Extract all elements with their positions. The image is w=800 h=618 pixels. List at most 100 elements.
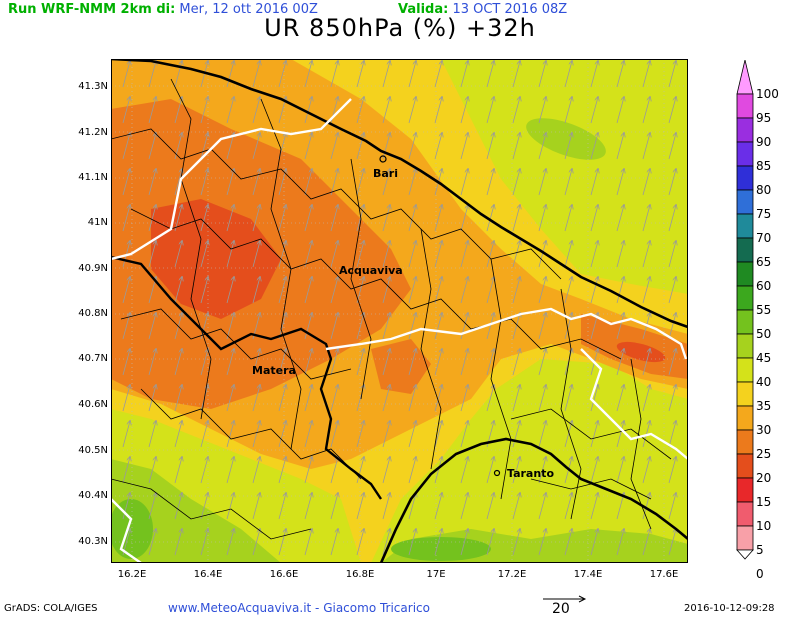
wind-arrow [330, 421, 338, 448]
wind-arrow [538, 169, 546, 196]
wind-arrow [330, 349, 338, 376]
valid-label: Valida: [398, 2, 449, 17]
wind-arrow [642, 61, 650, 88]
lat-label-40.5: 40.5N [78, 445, 108, 456]
wind-arrow [668, 97, 676, 124]
wind-arrow [408, 313, 416, 340]
wind-arrow [564, 133, 572, 160]
wind-arrow [668, 133, 676, 160]
wind-arrow [434, 313, 442, 340]
wind-arrow [174, 349, 182, 376]
wind-arrow [590, 169, 598, 196]
wind-arrow [512, 313, 520, 340]
city-taranto: Taranto [493, 467, 554, 480]
field-50-55-s [391, 537, 491, 561]
wind-arrow [642, 457, 650, 484]
wind-arrow [408, 385, 416, 412]
wind-arrow [460, 205, 468, 232]
colorbar-label: 45 [756, 351, 772, 365]
wind-arrow [668, 277, 676, 304]
wind-arrow [486, 385, 494, 412]
wind-arrow [174, 457, 182, 484]
city-matera: Matera [252, 364, 296, 377]
field-45-50-sea [526, 118, 606, 160]
wind-arrow [200, 457, 208, 484]
colorbar-label: 75 [756, 207, 772, 221]
wind-arrow [642, 97, 650, 124]
wind-arrow [512, 529, 520, 556]
wind-arrow [408, 169, 416, 196]
wind-arrow [252, 61, 260, 88]
wind-arrow [668, 61, 676, 88]
wind-arrow [564, 205, 572, 232]
valid-date: 13 OCT 2016 08Z [452, 2, 568, 17]
colorbar-swatch [736, 501, 754, 527]
wind-arrow [616, 349, 624, 376]
wind-arrow [278, 277, 286, 304]
wind-arrow [434, 421, 442, 448]
run-header: Run WRF-NMM 2km di: Mer, 12 ott 2016 00Z [8, 2, 318, 17]
wind-arrow [512, 241, 520, 268]
wind-arrow [304, 385, 312, 412]
wind-arrow [122, 277, 130, 304]
wind-arrow [616, 205, 624, 232]
wind-arrow [642, 169, 650, 196]
colorbar-swatch [736, 333, 754, 359]
province-border-sw [111, 498, 142, 563]
wind-arrow [668, 457, 676, 484]
wind-arrow [200, 133, 208, 160]
wind-arrow [356, 349, 364, 376]
colorbar-bottom-triangle [736, 549, 754, 560]
colorbar-label: 10 [756, 519, 772, 533]
wind-arrow [460, 133, 468, 160]
wind-arrow [486, 133, 494, 160]
wind-arrow [148, 241, 156, 268]
wind-arrow [226, 493, 234, 520]
wind-arrow [564, 241, 572, 268]
wind-arrow [564, 313, 572, 340]
colorbar-swatch [736, 381, 754, 407]
wind-arrow [252, 385, 260, 412]
wind-arrow [538, 97, 546, 124]
wind-arrow [486, 241, 494, 268]
wind-arrow [382, 97, 390, 124]
wind-arrow [174, 277, 182, 304]
wind-arrow [538, 277, 546, 304]
wind-arrow [460, 421, 468, 448]
wind-arrow [226, 241, 234, 268]
colorbar-swatch [736, 429, 754, 455]
wind-arrow [538, 385, 546, 412]
wind-arrow [278, 385, 286, 412]
wind-arrow [252, 457, 260, 484]
wind-arrow [616, 493, 624, 520]
wind-arrow [512, 205, 520, 232]
wind-arrow [174, 529, 182, 556]
colorbar-label: 100 [756, 87, 779, 101]
wind-arrow [304, 277, 312, 304]
ionian-coastline [379, 437, 688, 563]
wind-arrow [278, 529, 286, 556]
wind-arrow [434, 349, 442, 376]
colorbar-label: 50 [756, 327, 772, 341]
wind-arrow [148, 133, 156, 160]
wind-arrow [564, 169, 572, 196]
wind-arrow [304, 349, 312, 376]
wind-arrow [642, 349, 650, 376]
wind-arrow [200, 313, 208, 340]
footer-credit: GrADS: COLA/IGES [4, 603, 98, 614]
wind-arrow [538, 61, 546, 88]
colorbar-label: 65 [756, 255, 772, 269]
wind-arrow [434, 385, 442, 412]
wind-arrow [200, 169, 208, 196]
wind-arrow [434, 61, 442, 88]
wind-arrow [200, 97, 208, 124]
wind-arrow [330, 277, 338, 304]
wind-arrow [512, 421, 520, 448]
wind-arrow [278, 421, 286, 448]
wind-arrow [590, 241, 598, 268]
wind-arrow [174, 385, 182, 412]
wind-arrow [174, 169, 182, 196]
wind-arrow [356, 241, 364, 268]
wind-arrow [616, 313, 624, 340]
colorbar-swatch [736, 357, 754, 383]
